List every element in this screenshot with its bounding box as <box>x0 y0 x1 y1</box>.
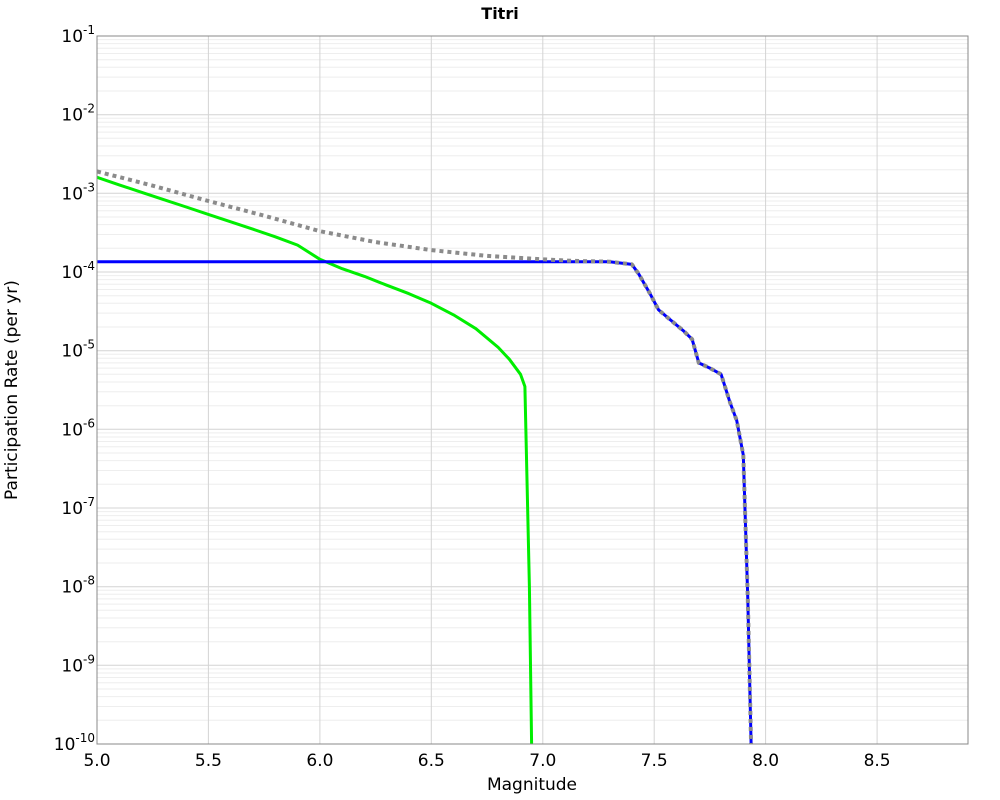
y-tick-label: 10-3 <box>61 180 95 204</box>
y-tick-label: 10-10 <box>54 731 95 755</box>
x-tick-label: 5.5 <box>195 751 222 771</box>
series-layer <box>97 169 754 744</box>
plot-frame <box>96 35 969 745</box>
y-tick-label: 10-4 <box>61 259 95 283</box>
series-gray-dotted <box>97 169 754 744</box>
x-axis-label: Magnitude <box>487 775 577 795</box>
y-tick-label: 10-8 <box>61 574 95 598</box>
x-tick-label: 6.5 <box>418 751 445 771</box>
x-tick-label: 7.0 <box>529 751 556 771</box>
x-tick-label: 7.5 <box>641 751 668 771</box>
frame-layer <box>96 35 969 745</box>
series-green-solid <box>97 175 534 744</box>
axis-tick-labels: 10-1 10-2 10-3 10-4 10-5 10-6 10-7 10-8 10-9 10-1… <box>54 23 891 771</box>
grid-layer <box>97 36 968 744</box>
y-tick-label: 10-7 <box>61 495 95 519</box>
y-tick-label: 10-1 <box>61 23 95 47</box>
y-tick-label: 10-6 <box>61 416 95 440</box>
x-tick-label: 6.0 <box>306 751 333 771</box>
y-tick-label: 10-2 <box>61 102 95 126</box>
x-tick-label: 8.5 <box>864 751 891 771</box>
series-blue-solid <box>97 260 753 744</box>
x-tick-label: 5.0 <box>83 751 110 771</box>
y-tick-label: 10-5 <box>61 338 95 362</box>
y-axis-label: Participation Rate (per yr) <box>2 280 22 500</box>
chart-title: Titri <box>481 4 518 23</box>
y-tick-label: 10-9 <box>61 652 95 676</box>
x-tick-label: 8.0 <box>752 751 779 771</box>
